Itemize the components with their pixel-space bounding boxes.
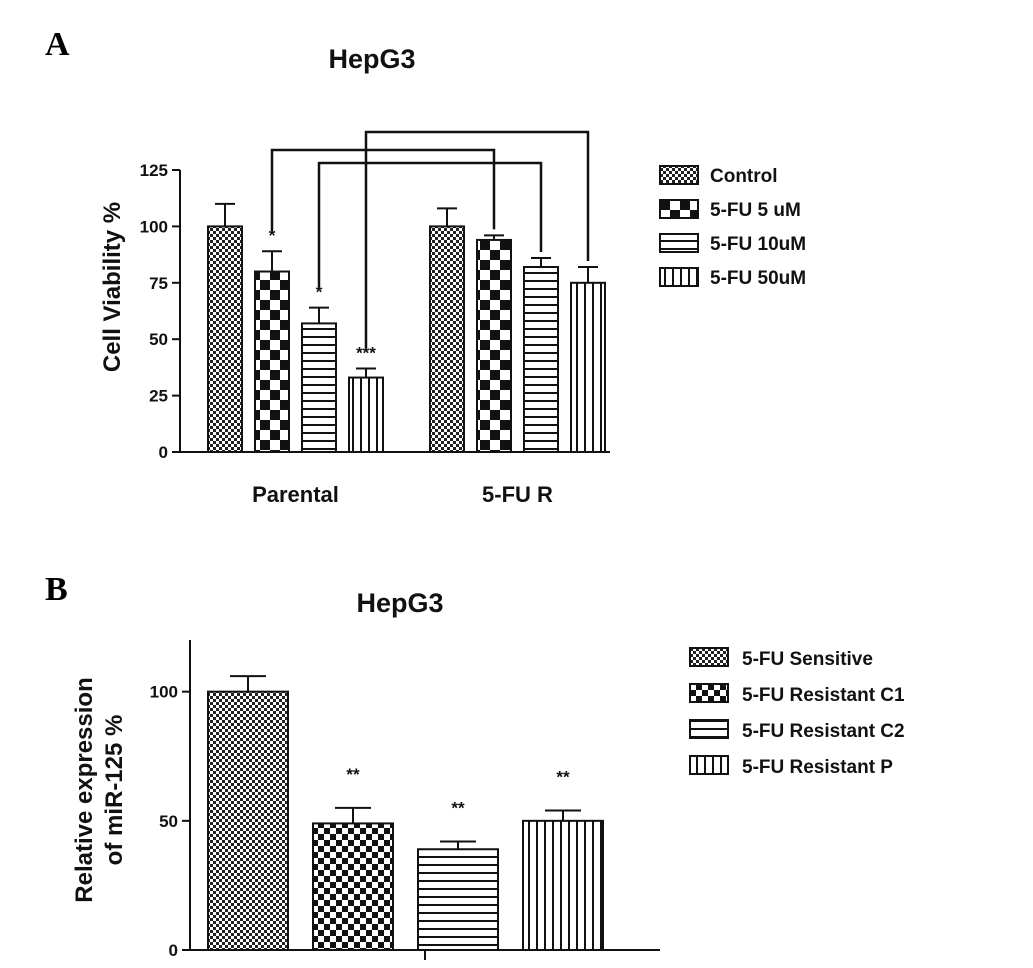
panel-a-y-tick-label: 50 [149, 330, 168, 349]
panel-b-significance-label: ** [346, 765, 360, 784]
panel-a-category-label: 5-FU R [482, 482, 553, 507]
panel-a-comparison-bracket [270, 148, 496, 232]
panel-a-y-tick-label: 125 [140, 161, 168, 180]
panel-b-legend: 5-FU Sensitive 5-FU Resistant C1 5-FU Resi… [689, 647, 905, 778]
panel-b-legend-swatch [689, 755, 729, 775]
panel-a-letter: A [45, 26, 70, 63]
panel-b-plot: 0 50 100 ** ** ** [150, 640, 660, 960]
panel-a-legend-swatch [659, 267, 699, 287]
panel-b-y-axis-label-line-1: Relative expression [71, 677, 98, 902]
panel-a-bar [429, 225, 465, 453]
panel-b-bar [312, 822, 394, 952]
panel-b-legend-label: 5-FU Resistant C1 [742, 685, 905, 706]
panel-b-letter: B [45, 571, 68, 608]
panel-b-legend-label: 5-FU Sensitive [742, 649, 873, 670]
panel-a-comparison-bracket [364, 130, 590, 349]
panel-a-y-tick-label: 75 [149, 274, 168, 293]
panel-a-legend: Control 5-FU 5 uM 5-FU 10uM 5-FU 50uM [659, 165, 806, 289]
panel-a-significance-label: * [269, 226, 276, 245]
panel-a-comparison-bracket [317, 161, 543, 288]
panel-b-bar [522, 819, 604, 951]
panel-a-y-tick-label: 100 [140, 217, 168, 236]
panel-a-y-tick-label: 25 [149, 387, 168, 406]
panel-a-legend-swatch [659, 199, 699, 219]
panel-b-significance-label: ** [556, 768, 570, 787]
panel-b-y-tick-label: 100 [150, 683, 178, 702]
panel-a-title: HepG3 [328, 44, 415, 74]
panel-a-bar [348, 376, 384, 453]
panel-a-bar [301, 322, 337, 453]
panel-a-y-tick-label: 0 [159, 443, 168, 462]
panel-b-title: HepG3 [356, 588, 443, 618]
panel-b-legend-swatch [689, 683, 729, 703]
panel-a-significance-label: *** [356, 344, 376, 363]
panel-a-legend-label: Control [710, 166, 778, 187]
panel-b-bar [417, 848, 499, 951]
panel-a-bar [254, 270, 290, 453]
panel-b-legend-label: 5-FU Resistant P [742, 757, 893, 778]
panel-a-legend-swatch [659, 165, 699, 185]
panel-a-significance-label: * [316, 283, 323, 302]
panel-a-bar [207, 225, 243, 453]
panel-b-y-tick-label: 0 [169, 941, 178, 960]
panel-b-y-axis-label-line-2: of miR-125 % [101, 715, 128, 866]
panel-a-bar [476, 238, 512, 453]
panel-b-legend-swatch [689, 719, 729, 739]
panel-a-legend-label: 5-FU 10uM [710, 234, 806, 255]
panel-b-significance-label: ** [451, 799, 465, 818]
panel-a-bar [523, 266, 559, 453]
panel-b-legend-label: 5-FU Resistant C2 [742, 721, 905, 742]
panel-a-y-axis-label: Cell Viability % [99, 202, 126, 372]
panel-b-legend-swatch [689, 647, 729, 667]
panel-a-bar [570, 281, 606, 453]
panel-a-category-label: Parental [252, 482, 339, 507]
panel-b-y-tick-label: 50 [159, 812, 178, 831]
panel-a-legend-label: 5-FU 5 uM [710, 200, 801, 221]
panel-b-bar [207, 690, 289, 952]
panel-a-legend-swatch [659, 233, 699, 253]
panel-a-legend-label: 5-FU 50uM [710, 268, 806, 289]
